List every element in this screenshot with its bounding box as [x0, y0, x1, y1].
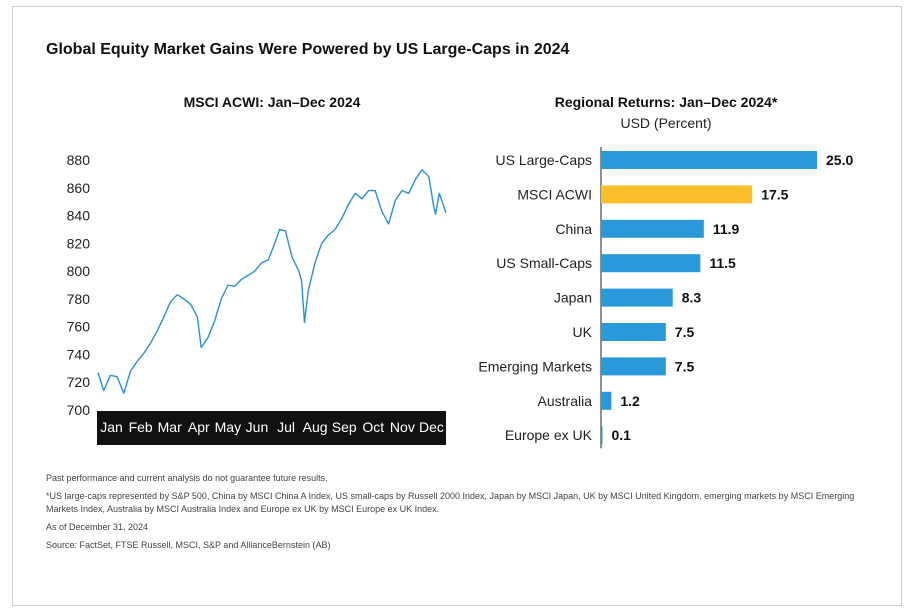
- x-tick-label: Aug: [303, 419, 328, 435]
- line-chart-title: MSCI ACWI: Jan–Dec 2024: [183, 94, 361, 110]
- x-tick-label: Jun: [246, 419, 269, 435]
- category-label: US Small-Caps: [496, 255, 592, 271]
- footnotes: Past performance and current analysis do…: [46, 472, 866, 557]
- source-note: Source: FactSet, FTSE Russell, MSCI, S&P…: [46, 540, 331, 550]
- value-label: 11.5: [709, 255, 736, 271]
- x-tick-label: Mar: [158, 419, 182, 435]
- bar: [601, 391, 612, 410]
- bar: [601, 323, 666, 341]
- category-label: US Large-Caps: [496, 152, 593, 168]
- bar-chart-title: Regional Returns: Jan–Dec 2024*: [554, 94, 778, 110]
- value-label: 11.9: [713, 221, 740, 237]
- category-label: Australia: [538, 393, 593, 409]
- month-axis-band: [97, 411, 446, 445]
- bar: [601, 254, 701, 273]
- category-label: Japan: [554, 290, 592, 306]
- y-tick-label: 720: [67, 374, 91, 390]
- category-label: MSCI ACWI: [517, 186, 592, 202]
- y-tick-label: 820: [67, 235, 91, 251]
- y-tick-label: 700: [67, 402, 91, 418]
- bar: [601, 426, 603, 445]
- value-label: 25.0: [826, 152, 853, 168]
- value-label: 1.2: [620, 393, 640, 409]
- x-tick-label: Apr: [188, 419, 210, 435]
- y-tick-label: 840: [67, 208, 91, 224]
- x-tick-label: Feb: [129, 419, 153, 435]
- disclaimer-note: Past performance and current analysis do…: [46, 473, 328, 483]
- bar-chart-subtitle: USD (Percent): [620, 115, 712, 131]
- value-label: 7.5: [675, 324, 695, 340]
- x-tick-label: Jan: [100, 419, 123, 435]
- x-tick-label: Sep: [332, 419, 357, 435]
- category-label: China: [555, 221, 592, 237]
- y-tick-label: 760: [67, 319, 91, 335]
- x-tick-label: Jul: [277, 419, 295, 435]
- value-label: 0.1: [612, 427, 632, 443]
- bar: [601, 151, 817, 169]
- as-of-note: As of December 31, 2024: [46, 522, 149, 532]
- y-tick-label: 780: [67, 291, 91, 307]
- main-title: Global Equity Market Gains Were Powered …: [46, 41, 570, 58]
- chart-frame: [12, 6, 902, 606]
- index-note: *US large-caps represented by S&P 500, C…: [46, 491, 855, 514]
- y-tick-label: 740: [67, 346, 91, 362]
- value-label: 8.3: [682, 290, 702, 306]
- x-tick-label: Dec: [419, 419, 444, 435]
- value-label: 17.5: [761, 186, 788, 202]
- bar: [601, 357, 666, 376]
- value-label: 7.5: [675, 358, 695, 374]
- category-label: Europe ex UK: [505, 427, 593, 443]
- category-label: UK: [573, 324, 593, 340]
- series-line-msci-acwi: [97, 169, 447, 394]
- y-tick-label: 800: [67, 263, 91, 279]
- bar: [601, 288, 673, 307]
- y-tick-label: 860: [67, 180, 91, 196]
- x-tick-label: May: [215, 419, 241, 435]
- category-label: Emerging Markets: [478, 358, 592, 374]
- bar: [601, 219, 704, 238]
- bar: [601, 185, 753, 204]
- x-tick-label: Nov: [390, 419, 415, 435]
- y-tick-label: 880: [67, 152, 91, 168]
- x-tick-label: Oct: [362, 419, 384, 435]
